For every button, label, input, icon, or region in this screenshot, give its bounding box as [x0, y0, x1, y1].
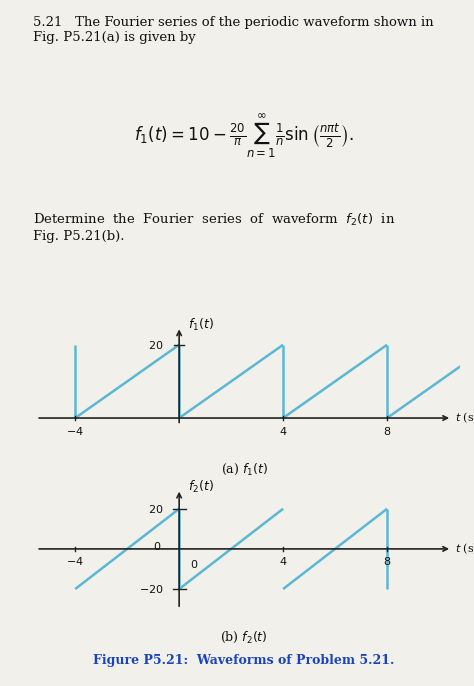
Text: $4$: $4$	[279, 425, 287, 438]
Text: $8$: $8$	[383, 425, 391, 438]
Text: $-20$: $-20$	[139, 583, 164, 595]
Text: $f_2(t)$: $f_2(t)$	[188, 479, 214, 495]
Text: (b) $f_2(t)$: (b) $f_2(t)$	[220, 630, 268, 646]
Text: $0$: $0$	[190, 558, 198, 570]
Text: $0$: $0$	[153, 540, 161, 552]
Text: $20$: $20$	[148, 339, 164, 351]
Text: $8$: $8$	[383, 555, 391, 567]
Text: $-4$: $-4$	[66, 425, 84, 438]
Text: (a) $f_1(t)$: (a) $f_1(t)$	[220, 462, 268, 477]
Text: $f_1(t)$: $f_1(t)$	[188, 317, 214, 333]
Text: $f_1(t) = 10 - \frac{20}{\pi}\sum_{n=1}^{\infty}\frac{1}{n}\sin\left(\frac{n\pi : $f_1(t) = 10 - \frac{20}{\pi}\sum_{n=1}^…	[134, 112, 354, 161]
Text: $20$: $20$	[148, 503, 164, 514]
Text: Figure P5.21:  Waveforms of Problem 5.21.: Figure P5.21: Waveforms of Problem 5.21.	[93, 654, 395, 667]
Text: Determine  the  Fourier  series  of  waveform  $f_2(t)$  in
Fig. P5.21(b).: Determine the Fourier series of waveform…	[33, 212, 395, 244]
Text: $t$ (s): $t$ (s)	[455, 542, 474, 556]
Text: 5.21   The Fourier series of the periodic waveform shown in
Fig. P5.21(a) is giv: 5.21 The Fourier series of the periodic …	[33, 16, 433, 45]
Text: $4$: $4$	[279, 555, 287, 567]
Text: $-4$: $-4$	[66, 555, 84, 567]
Text: $t$ (s): $t$ (s)	[455, 411, 474, 425]
